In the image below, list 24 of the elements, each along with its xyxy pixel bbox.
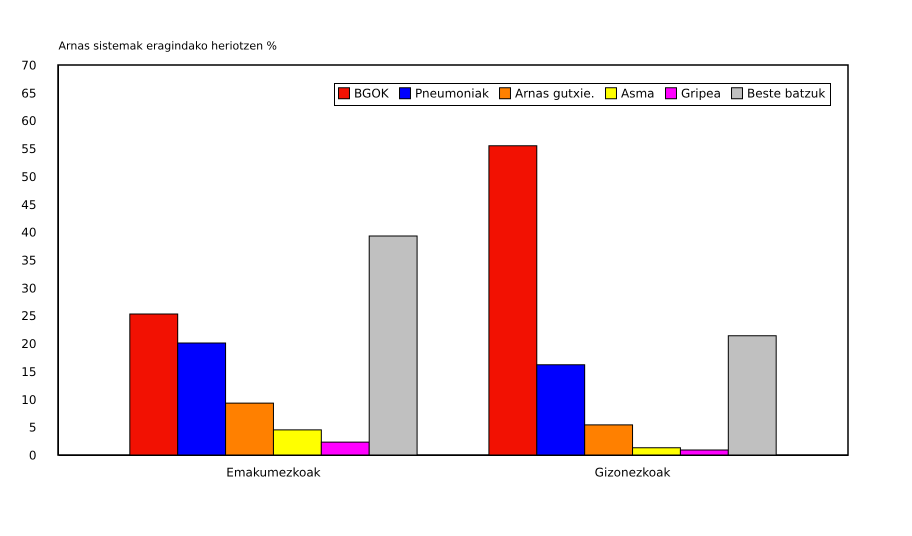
legend-label: Asma	[621, 86, 655, 100]
y-tick-label: 55	[21, 142, 36, 156]
y-tick-label: 60	[21, 114, 36, 128]
y-tick-label: 0	[28, 448, 36, 462]
legend-label: Arnas gutxie.	[515, 86, 595, 100]
legend-label: BGOK	[354, 86, 390, 100]
y-tick-label: 15	[21, 364, 36, 379]
y-tick-label: 20	[21, 337, 36, 352]
y-axis-title: Arnas sistemak eragindako heriotzen %	[58, 40, 278, 52]
legend-label: Pneumoniak	[415, 86, 489, 100]
y-tick-label: 65	[21, 86, 36, 100]
y-tick-label: 45	[21, 198, 36, 212]
y-tick-label: 50	[21, 170, 36, 184]
y-tick-label: 30	[21, 281, 36, 296]
y-tick-label: 40	[21, 226, 36, 240]
y-tick-label: 35	[21, 254, 36, 268]
legend-label: Gripea	[681, 86, 721, 100]
y-tick-label: 70	[21, 58, 36, 72]
legend-label: Beste batzuk	[747, 86, 826, 100]
y-tick-label: 10	[21, 392, 36, 407]
y-tick-label: 25	[21, 309, 36, 324]
y-tick-label: 5	[28, 420, 36, 435]
x-tick-label: Emakumezkoak	[226, 466, 321, 480]
x-tick-label: Gizonezkoak	[594, 466, 670, 480]
